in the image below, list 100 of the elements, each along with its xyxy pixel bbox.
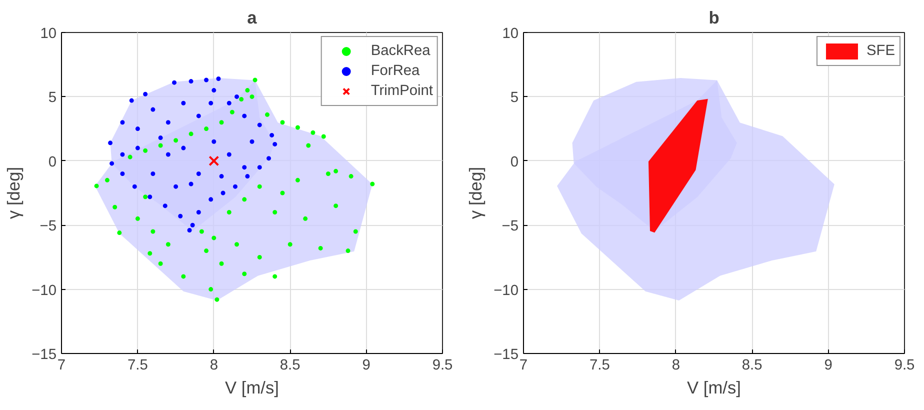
point <box>196 210 201 215</box>
point <box>212 236 216 240</box>
point <box>306 143 311 148</box>
point <box>129 98 134 103</box>
point <box>117 230 122 236</box>
point <box>196 114 201 118</box>
point <box>226 152 232 157</box>
point <box>110 161 114 166</box>
point <box>318 246 323 250</box>
point <box>303 216 308 221</box>
point <box>226 100 232 106</box>
point <box>128 154 132 160</box>
point <box>321 134 326 139</box>
x-tick-label: 8 <box>672 358 680 374</box>
point <box>208 197 214 202</box>
point <box>104 178 110 182</box>
point <box>216 76 221 81</box>
point <box>204 78 209 82</box>
y-tick-label: 10 <box>502 26 519 42</box>
point <box>230 110 234 114</box>
point <box>143 148 148 153</box>
x-tick-label: 8 <box>210 358 218 374</box>
y-tick-label: −5 <box>40 218 57 235</box>
x-tick-label: 7 <box>57 358 66 374</box>
point <box>208 100 214 106</box>
point <box>187 228 192 232</box>
point <box>150 229 156 234</box>
y-tick-label: −10 <box>32 282 57 299</box>
legend-label: SFE <box>866 43 895 59</box>
point <box>150 171 156 176</box>
point <box>120 152 125 157</box>
point <box>135 216 140 221</box>
point <box>158 261 163 266</box>
point <box>212 88 216 93</box>
point <box>334 204 338 208</box>
y-axis-title: γ [deg] <box>466 166 486 220</box>
point <box>245 88 250 93</box>
point <box>220 190 226 196</box>
x-axis-title: V [m/s] <box>225 378 279 398</box>
y-tick-label: −10 <box>494 282 519 299</box>
point <box>112 204 118 210</box>
point <box>94 184 99 188</box>
point <box>257 254 262 260</box>
point <box>162 204 168 208</box>
point <box>132 184 137 189</box>
point <box>181 100 186 106</box>
point <box>166 120 170 125</box>
x-tick-label: 8.5 <box>742 358 762 374</box>
y-tick-label: 0 <box>48 154 57 170</box>
point <box>310 130 316 135</box>
point <box>143 194 148 200</box>
y-tick-label: −5 <box>502 218 519 235</box>
point <box>326 171 330 176</box>
point <box>226 210 232 215</box>
point <box>234 242 240 247</box>
point <box>219 261 224 266</box>
point <box>166 242 170 247</box>
point <box>242 197 247 202</box>
point <box>272 142 278 146</box>
point <box>288 242 292 247</box>
point <box>270 132 274 138</box>
point <box>172 80 177 85</box>
chart-title: a <box>247 8 258 28</box>
point <box>219 174 224 179</box>
point <box>257 165 262 170</box>
point <box>219 120 224 125</box>
point <box>148 194 152 200</box>
point <box>199 229 204 234</box>
point <box>208 156 220 166</box>
y-axis-title: γ [deg] <box>4 166 24 220</box>
point <box>135 126 140 132</box>
point <box>120 171 125 176</box>
x-tick-label: 8.5 <box>280 358 300 374</box>
point <box>181 146 186 150</box>
y-tick-label: 5 <box>510 90 519 106</box>
x-tick-label: 7.5 <box>128 358 148 374</box>
point <box>252 78 258 82</box>
point <box>190 222 195 228</box>
point <box>158 136 163 140</box>
y-tick-label: −15 <box>494 347 519 363</box>
x-tick-label: 9 <box>824 358 832 374</box>
point <box>280 190 285 196</box>
x-tick-label: 9.5 <box>432 358 453 374</box>
legend-label: BackRea <box>370 43 430 59</box>
point <box>135 146 140 150</box>
y-tick-label: 10 <box>40 26 57 42</box>
point <box>204 248 209 254</box>
point <box>239 97 244 102</box>
y-tick-label: 5 <box>48 90 57 106</box>
point <box>120 120 125 125</box>
x-tick-label: 7.5 <box>590 358 610 374</box>
y-tick-label: 0 <box>510 154 519 170</box>
point <box>264 112 270 117</box>
x-axis-title: V [m/s] <box>687 378 741 398</box>
point <box>257 184 262 189</box>
point <box>143 92 148 96</box>
point <box>334 168 338 174</box>
point <box>150 107 156 112</box>
point <box>280 120 285 125</box>
point <box>178 214 183 218</box>
